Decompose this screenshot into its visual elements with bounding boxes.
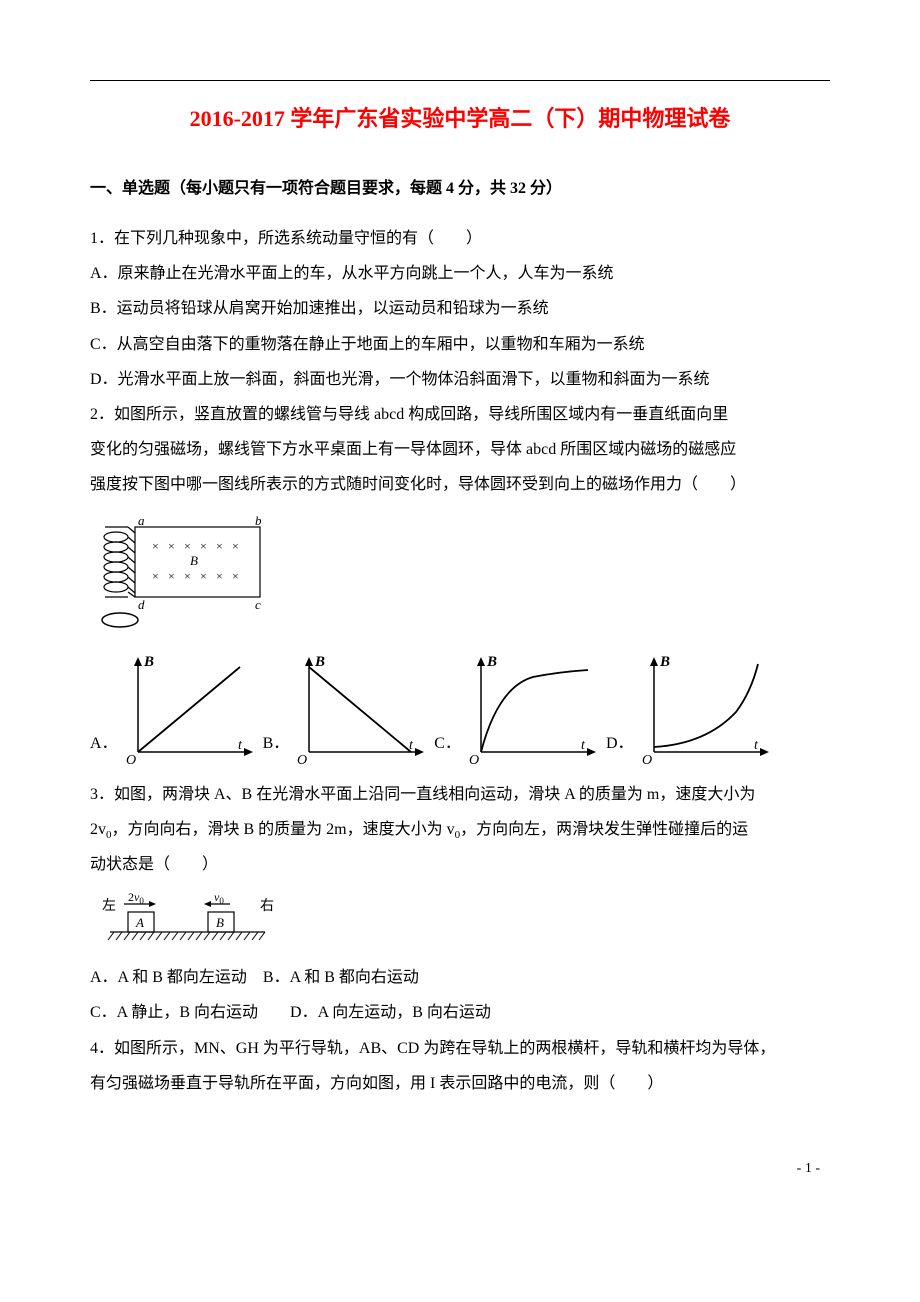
svg-text:O: O <box>297 753 307 767</box>
q3-l2-pre: 2v <box>90 821 106 838</box>
graph-b-svg: B t O <box>291 652 426 767</box>
svg-text:B: B <box>314 654 325 670</box>
q1-stem: 1．在下列几种现象中，所选系统动量守恒的有（ ） <box>90 221 830 256</box>
svg-text:O: O <box>469 753 479 767</box>
top-divider <box>90 80 830 81</box>
svg-text:O: O <box>126 753 136 767</box>
svg-text:b: b <box>255 515 262 528</box>
q2-line1: 2．如图所示，竖直放置的螺线管与导线 abcd 构成回路，导线所围区域内有一垂直… <box>90 397 830 432</box>
svg-text:t: t <box>238 738 243 753</box>
q2-graph-c: C． B t O <box>434 652 598 767</box>
graph-d-svg: B t O <box>636 652 771 767</box>
q3-l2-post: ，方向向左，两滑块发生弹性碰撞后的运 <box>460 821 748 838</box>
svg-text:×: × <box>200 569 207 583</box>
q3-figure: 左 右 2v0 v0 A B <box>100 892 830 952</box>
svg-text:×: × <box>184 539 191 553</box>
svg-text:c: c <box>255 597 261 612</box>
q3-l2-mid: ，方向向右，滑块 B 的质量为 2m，速度大小为 v <box>112 821 455 838</box>
q2-graph-row: A． B t O B． B t O <box>90 652 830 767</box>
graph-c-svg: B t O <box>463 652 598 767</box>
svg-text:O: O <box>642 753 652 767</box>
svg-text:t: t <box>754 738 759 753</box>
svg-text:×: × <box>168 569 175 583</box>
exam-title: 2016-2017 学年广东省实验中学高二（下）期中物理试卷 <box>90 101 830 133</box>
q2-line2: 变化的匀强磁场，螺线管下方水平桌面上有一导体圆环，导体 abcd 所围区域内磁场… <box>90 432 830 467</box>
svg-text:B: B <box>190 553 198 568</box>
svg-text:×: × <box>152 539 159 553</box>
svg-text:×: × <box>168 539 175 553</box>
q1-opt-d: D．光滑水平面上放一斜面，斜面也光滑，一个物体沿斜面滑下，以重物和斜面为一系统 <box>90 362 830 397</box>
svg-text:A: A <box>135 915 144 930</box>
opt-c-letter: C． <box>434 729 463 767</box>
page-number: - 1 - <box>90 1161 830 1177</box>
svg-text:×: × <box>232 569 239 583</box>
q3-opts-row1: A．A 和 B 都向左运动 B．A 和 B 都向右运动 <box>90 960 830 995</box>
q3-line2: 2v0，方向向右，滑块 B 的质量为 2m，速度大小为 v0，方向向左，两滑块发… <box>90 812 830 847</box>
opt-a-letter: A． <box>90 729 120 767</box>
graph-a-svg: B t O <box>120 652 255 767</box>
svg-text:×: × <box>152 569 159 583</box>
exam-page: 2016-2017 学年广东省实验中学高二（下）期中物理试卷 一、单选题（每小题… <box>0 0 920 1217</box>
q2-graph-b: B． B t O <box>263 652 427 767</box>
svg-text:d: d <box>138 597 145 612</box>
svg-text:v0: v0 <box>214 892 224 906</box>
q1-opt-b: B．运动员将铅球从肩窝开始加速推出，以运动员和铅球为一系统 <box>90 291 830 326</box>
q4-line1: 4．如图所示，MN、GH 为平行导轨，AB、CD 为跨在导轨上的两根横杆，导轨和… <box>90 1031 830 1066</box>
svg-text:t: t <box>581 738 586 753</box>
svg-text:B: B <box>143 654 154 670</box>
svg-text:B: B <box>486 654 497 670</box>
q3-line1: 3．如图，两滑块 A、B 在光滑水平面上沿同一直线相向运动，滑块 A 的质量为 … <box>90 777 830 812</box>
svg-text:×: × <box>216 539 223 553</box>
q3-opts-row2: C．A 静止，B 向右运动 D．A 向左运动，B 向右运动 <box>90 995 830 1030</box>
q2-line3: 强度按下图中哪一图线所表示的方式随时间变化时，导体圆环受到向上的磁场作用力（ ） <box>90 467 830 502</box>
svg-text:右: 右 <box>260 898 274 914</box>
svg-text:×: × <box>184 569 191 583</box>
q2-graph-d: D． B t O <box>606 652 771 767</box>
svg-text:×: × <box>216 569 223 583</box>
q1-opt-c: C．从高空自由落下的重物落在静止于地面上的车厢中，以重物和车厢为一系统 <box>90 327 830 362</box>
q2-solenoid-figure: a b c d × × × × × × B × × × × × × <box>100 515 830 640</box>
q3-line3: 动状态是（ ） <box>90 847 830 882</box>
section-heading: 一、单选题（每小题只有一项符合题目要求，每题 4 分，共 32 分） <box>90 173 830 205</box>
collision-svg: 左 右 2v0 v0 A B <box>100 892 275 947</box>
svg-text:2v0: 2v0 <box>128 892 144 906</box>
q4-line2: 有匀强磁场垂直于导轨所在平面，方向如图，用 I 表示回路中的电流，则（ ） <box>90 1066 830 1101</box>
svg-text:B: B <box>659 654 670 670</box>
svg-text:a: a <box>138 515 145 528</box>
svg-text:左: 左 <box>102 898 116 914</box>
opt-d-letter: D． <box>606 729 636 767</box>
q1-opt-a: A．原来静止在光滑水平面上的车，从水平方向跳上一个人，人车为一系统 <box>90 256 830 291</box>
opt-b-letter: B． <box>263 729 292 767</box>
svg-text:B: B <box>216 915 224 930</box>
svg-text:×: × <box>232 539 239 553</box>
q2-graph-a: A． B t O <box>90 652 255 767</box>
solenoid-svg: a b c d × × × × × × B × × × × × × <box>100 515 270 635</box>
svg-text:×: × <box>200 539 207 553</box>
